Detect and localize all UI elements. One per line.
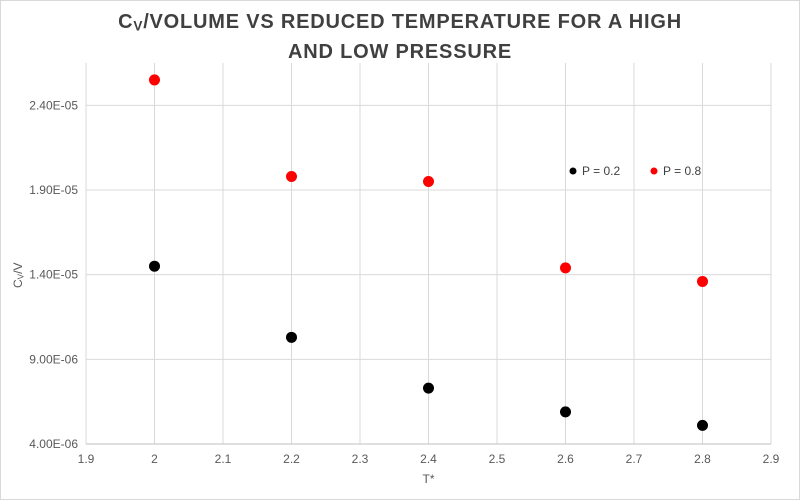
x-tick-label: 2 [151, 452, 158, 466]
chart-title-line1: CV/VOLUME VS REDUCED TEMPERATURE FOR A H… [118, 11, 682, 34]
data-point [560, 406, 571, 418]
x-tick-label: 2.5 [489, 452, 506, 466]
x-tick-label: 2.7 [626, 452, 643, 466]
chart-title-line2: AND LOW PRESSURE [288, 41, 512, 64]
x-tick-label: 2.1 [215, 452, 232, 466]
y-axis-title: CV/V [11, 262, 26, 288]
title-subscript: V [133, 18, 144, 34]
x-tick-label: 2.3 [352, 452, 369, 466]
data-point [423, 382, 434, 394]
legend-marker [569, 167, 577, 175]
data-point [286, 331, 297, 343]
y-tick-label: 9.00E-06 [29, 352, 78, 366]
x-tick-label: 2.8 [694, 452, 711, 466]
x-tick-label: 2.4 [420, 452, 437, 466]
data-point [286, 170, 297, 182]
data-point [697, 275, 708, 287]
x-tick-label: 2.6 [557, 452, 574, 466]
x-tick-label: 1.9 [78, 452, 95, 466]
data-point [149, 260, 160, 272]
x-tick-label: 2.2 [283, 452, 300, 466]
data-point [149, 74, 160, 86]
data-point [697, 419, 708, 431]
data-point [423, 176, 434, 188]
x-tick-label: 2.9 [763, 452, 780, 466]
y-tick-label: 2.40E-05 [29, 98, 78, 112]
legend-marker [650, 167, 658, 175]
legend-label: P = 0.2 [582, 164, 620, 178]
y-tick-label: 1.90E-05 [29, 183, 78, 197]
y-tick-label: 4.00E-06 [29, 437, 78, 451]
y-axis-subscript: V [16, 273, 26, 280]
x-axis-title: T* [422, 472, 435, 486]
y-tick-label: 1.40E-05 [29, 268, 78, 282]
data-point [560, 262, 571, 274]
chart-title: CV/VOLUME VS REDUCED TEMPERATURE FOR A H… [1, 9, 799, 65]
legend-label: P = 0.8 [663, 164, 701, 178]
